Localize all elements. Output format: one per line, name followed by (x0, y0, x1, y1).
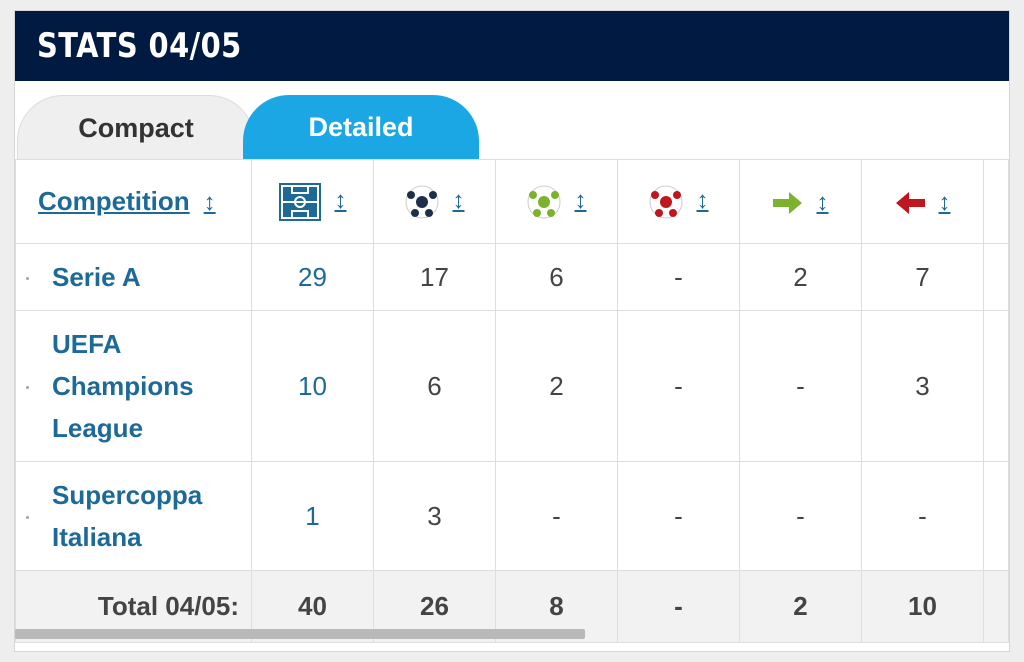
sort-arrow-icon[interactable]: ↕ (816, 189, 829, 216)
cell-appearances[interactable]: 29 (251, 243, 374, 311)
total-overflow (983, 570, 1009, 643)
header-red-ball[interactable]: ↕ (617, 159, 740, 244)
sort-arrow-icon[interactable]: ↕ (696, 187, 709, 215)
panel-title: STATS 04/05 (37, 26, 242, 66)
stats-table: Competition ↕ ↕ (15, 159, 1009, 643)
competition-flag-icon (26, 277, 29, 280)
competition-name[interactable]: Serie A (52, 262, 141, 292)
table-row: Supercoppa Italiana 1 3 - - - - (15, 461, 1009, 571)
competition-link[interactable]: Supercoppa Italiana (15, 461, 252, 571)
cell-appearances[interactable]: 10 (251, 310, 374, 462)
pitch-appearances-icon (278, 182, 321, 221)
red-ball-icon (649, 185, 682, 219)
competition-name[interactable]: UEFA Champions League (52, 329, 194, 443)
cell-green: - (495, 461, 618, 571)
competition-link[interactable]: UEFA Champions League (15, 310, 252, 462)
substituted-out-icon (895, 192, 925, 215)
sort-arrow-icon[interactable]: ↕ (203, 189, 216, 216)
cell-overflow (983, 243, 1009, 311)
sort-arrow-icon[interactable]: ↕ (452, 187, 465, 215)
competition-flag-icon (26, 516, 29, 519)
sort-arrow-icon[interactable]: ↕ (334, 187, 347, 215)
horizontal-scrollbar[interactable] (15, 629, 585, 639)
stats-panel: STATS 04/05 Compact Detailed Competition… (14, 10, 1010, 652)
cell-overflow (983, 310, 1009, 462)
cell-goals: 17 (373, 243, 496, 311)
cell-sub-in: - (739, 461, 862, 571)
header-sub-in[interactable]: ↕ (739, 159, 862, 244)
cell-goals: 6 (373, 310, 496, 462)
substituted-in-icon (772, 192, 802, 215)
total-sub-in: 2 (739, 570, 862, 643)
header-appearances[interactable]: ↕ (251, 159, 374, 244)
cell-goals: 3 (373, 461, 496, 571)
tab-detailed[interactable]: Detailed (243, 95, 479, 159)
header-overflow (983, 159, 1009, 244)
cell-red: - (617, 243, 740, 311)
header-green-ball[interactable]: ↕ (495, 159, 618, 244)
table-row: UEFA Champions League 10 6 2 - - 3 (15, 310, 1009, 462)
competition-link[interactable]: Serie A (15, 243, 252, 311)
cell-sub-out: 7 (861, 243, 984, 311)
cell-sub-out: - (861, 461, 984, 571)
competition-name[interactable]: Supercoppa Italiana (52, 480, 203, 552)
header-sub-out[interactable]: ↕ (861, 159, 984, 244)
total-sub-out: 10 (861, 570, 984, 643)
sort-arrow-icon[interactable]: ↕ (938, 189, 951, 216)
header-competition[interactable]: Competition ↕ (15, 159, 252, 244)
tab-compact[interactable]: Compact (17, 95, 255, 159)
cell-green: 6 (495, 243, 618, 311)
view-tabs: Compact Detailed (15, 95, 1009, 159)
competition-flag-icon (26, 386, 29, 389)
cell-overflow (983, 461, 1009, 571)
cell-red: - (617, 310, 740, 462)
total-red: - (617, 570, 740, 643)
ball-goals-icon (405, 185, 438, 219)
green-ball-icon (527, 185, 560, 219)
cell-sub-in: - (739, 310, 862, 462)
table-header-row: Competition ↕ ↕ (15, 159, 1009, 244)
competition-sort-link[interactable]: Competition (38, 186, 190, 216)
cell-sub-out: 3 (861, 310, 984, 462)
cell-appearances[interactable]: 1 (251, 461, 374, 571)
table-row: Serie A 29 17 6 - 2 7 (15, 243, 1009, 311)
header-goals[interactable]: ↕ (373, 159, 496, 244)
cell-green: 2 (495, 310, 618, 462)
cell-sub-in: 2 (739, 243, 862, 311)
panel-header: STATS 04/05 (15, 11, 1009, 81)
cell-red: - (617, 461, 740, 571)
sort-arrow-icon[interactable]: ↕ (574, 187, 587, 215)
